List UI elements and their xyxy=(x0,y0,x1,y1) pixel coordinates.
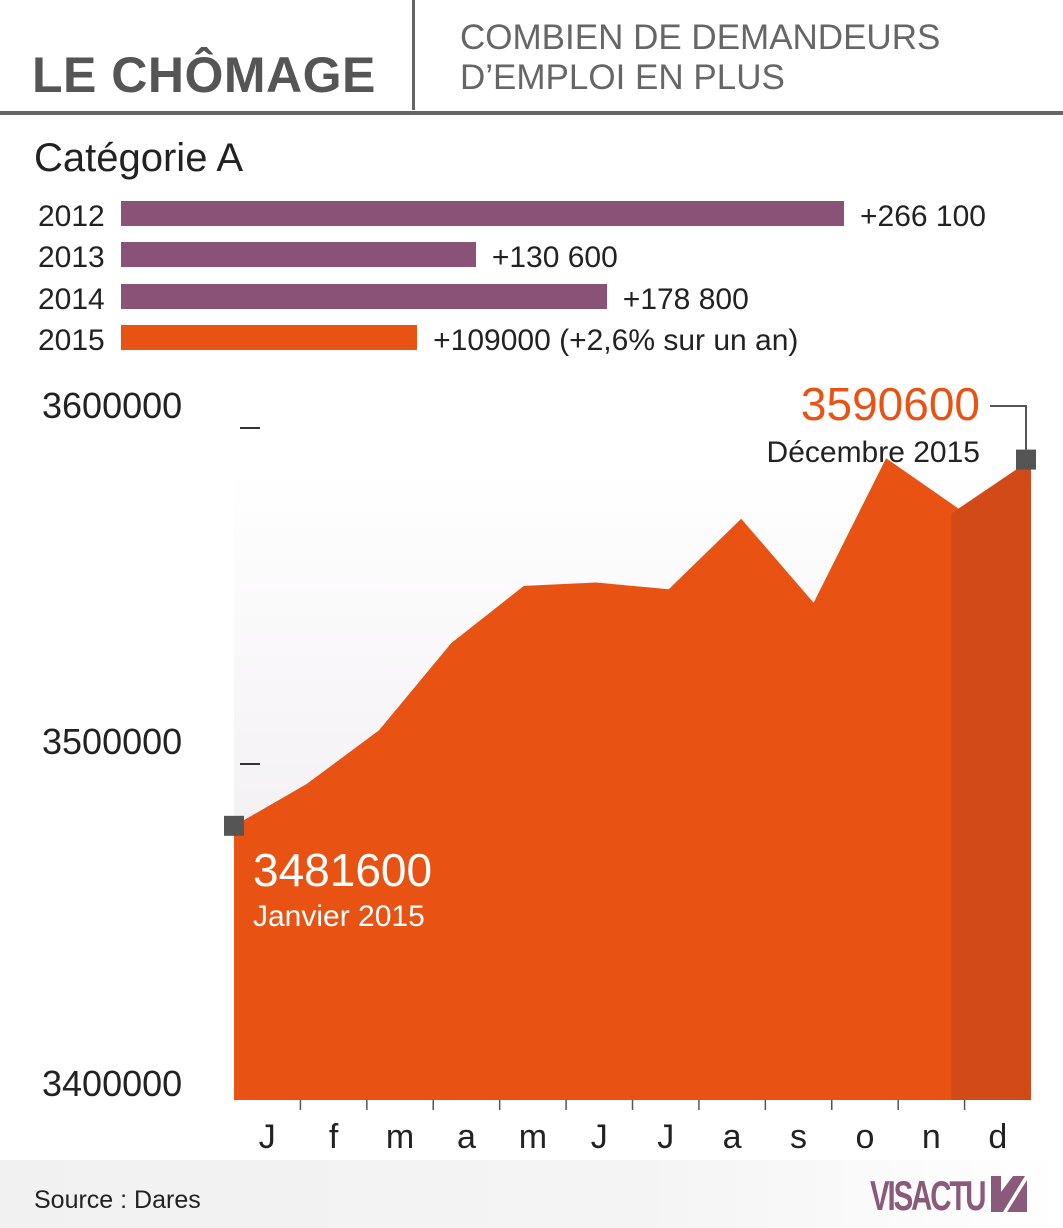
x-tick-label: J xyxy=(259,1118,276,1156)
bar xyxy=(121,284,607,309)
x-tick-label: d xyxy=(988,1118,1007,1156)
bar-row-2015: 2015 +109000 (+2,6% sur un an) xyxy=(0,322,1063,358)
logo-wordmark: VISACTU xyxy=(870,1172,986,1219)
bar-year: 2015 xyxy=(38,324,105,357)
bar-year: 2014 xyxy=(38,283,105,316)
page-title: LE CHÔMAGE xyxy=(32,47,376,103)
x-tick-label: s xyxy=(790,1118,807,1156)
end-value: 3590600 xyxy=(801,380,980,430)
start-marker xyxy=(224,815,244,836)
page-subtitle: COMBIEN DE DEMANDEURS D’EMPLOI EN PLUS xyxy=(460,18,1050,98)
area-series xyxy=(234,458,1031,1100)
bar-row-2013: 2013 +130 600 xyxy=(0,239,1063,275)
start-label: Janvier 2015 xyxy=(253,900,425,933)
subtitle-line-1: COMBIEN DE DEMANDEURS xyxy=(460,18,941,57)
x-tick-label: m xyxy=(386,1118,414,1156)
x-tick-label: n xyxy=(922,1118,941,1156)
x-tick-label: m xyxy=(519,1118,547,1156)
annotations: 3481600 Janvier 2015 3590600 Décembre 2015 xyxy=(224,380,1036,933)
y-axis: 3400000 3500000 3600000 xyxy=(42,385,260,1104)
x-tick-label: o xyxy=(855,1118,874,1156)
bar-row-2012: 2012 +266 100 xyxy=(0,198,1063,234)
y-tick-label: 3500000 xyxy=(42,721,182,762)
bar xyxy=(121,325,418,350)
x-tick-label: J xyxy=(657,1118,674,1156)
bar xyxy=(121,201,844,226)
x-tick-label: f xyxy=(329,1118,339,1156)
bar-row-2014: 2014 +178 800 xyxy=(0,281,1063,317)
start-value: 3481600 xyxy=(253,844,432,896)
footer: Source : Dares VISACTU xyxy=(0,1160,1063,1228)
logo-mark-icon xyxy=(991,1176,1027,1212)
bar-year: 2012 xyxy=(38,200,105,233)
category-label: Catégorie A xyxy=(34,136,244,180)
end-marker xyxy=(1016,449,1036,470)
end-label: Décembre 2015 xyxy=(767,436,980,469)
y-tick-label: 3600000 xyxy=(42,385,182,426)
end-leader-line xyxy=(990,405,1027,450)
bar-year: 2013 xyxy=(38,241,105,274)
subtitle-line-2: D’EMPLOI EN PLUS xyxy=(460,58,785,97)
x-tick-label: a xyxy=(723,1118,742,1156)
y-tick-label: 3400000 xyxy=(42,1063,182,1104)
bar-value: +130 600 xyxy=(491,241,618,274)
source-note: Source : Dares xyxy=(34,1186,201,1214)
bar-value: +266 100 xyxy=(860,200,986,233)
bar-value: +178 800 xyxy=(622,283,749,316)
header: LE CHÔMAGE COMBIEN DE DEMANDEURS D’EMPLO… xyxy=(0,0,1063,118)
x-tick-label: a xyxy=(457,1118,476,1156)
area-layer xyxy=(234,458,1031,1100)
header-rule xyxy=(0,111,1063,115)
area-last-month-highlight xyxy=(951,459,1031,1100)
header-divider xyxy=(412,0,415,110)
bar xyxy=(121,242,476,267)
bar-value: +109000 (+2,6% sur un an) xyxy=(433,324,799,357)
x-tick-label: J xyxy=(591,1118,608,1156)
